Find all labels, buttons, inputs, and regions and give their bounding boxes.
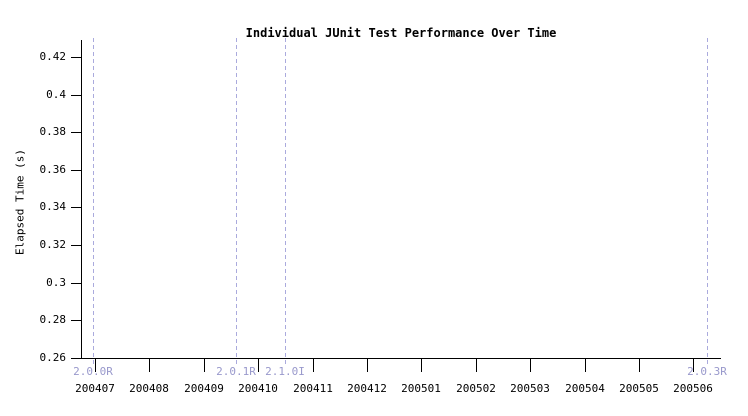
chart-title: Individual JUnit Test Performance Over T…	[245, 26, 557, 40]
x-tick-mark	[476, 358, 477, 372]
y-tick-mark	[71, 320, 81, 321]
x-tick-mark	[149, 358, 150, 372]
x-tick-mark	[95, 358, 96, 372]
version-marker-label: 2.0.0R	[73, 365, 113, 378]
version-marker-line	[285, 38, 286, 366]
y-tick-label: 0.26	[39, 351, 67, 364]
version-marker-label: 2.0.3R	[687, 365, 727, 378]
y-tick-label: 0.4	[46, 88, 66, 101]
x-tick-label: 200408	[129, 382, 169, 395]
y-tick-mark	[71, 95, 81, 96]
y-tick-label: 0.36	[39, 163, 67, 176]
x-tick-label: 200407	[75, 382, 115, 395]
version-marker-label: 2.1.0I	[265, 365, 305, 378]
version-marker-label: 2.0.1R	[216, 365, 256, 378]
y-tick-label: 0.38	[39, 125, 67, 138]
version-marker-line	[707, 38, 708, 366]
y-tick-mark	[71, 57, 81, 58]
x-tick-mark	[313, 358, 314, 372]
y-tick-mark	[71, 283, 81, 284]
y-tick-label: 0.34	[39, 200, 67, 213]
y-tick-mark	[71, 358, 81, 359]
y-tick-label: 0.32	[39, 238, 67, 251]
x-tick-mark	[530, 358, 531, 372]
x-tick-label: 200503	[510, 382, 550, 395]
x-tick-mark	[639, 358, 640, 372]
version-marker-line	[93, 38, 94, 366]
y-tick-label: 0.42	[39, 50, 67, 63]
x-tick-label: 200505	[619, 382, 659, 395]
y-tick-mark	[71, 245, 81, 246]
x-tick-label: 200412	[347, 382, 387, 395]
x-tick-mark	[367, 358, 368, 372]
x-axis-line	[81, 358, 721, 359]
version-marker-line	[236, 38, 237, 366]
x-tick-mark	[421, 358, 422, 372]
x-tick-mark	[204, 358, 205, 372]
y-tick-label: 0.28	[39, 313, 67, 326]
x-tick-label: 200410	[238, 382, 278, 395]
y-axis-line	[81, 40, 82, 359]
x-tick-mark	[693, 358, 694, 372]
x-tick-label: 200502	[456, 382, 496, 395]
x-tick-label: 200411	[293, 382, 333, 395]
y-tick-mark	[71, 170, 81, 171]
y-tick-label: 0.3	[46, 276, 66, 289]
x-tick-label: 200504	[565, 382, 605, 395]
y-tick-mark	[71, 207, 81, 208]
x-tick-label: 200501	[401, 382, 441, 395]
x-tick-mark	[585, 358, 586, 372]
x-tick-label: 200409	[184, 382, 224, 395]
x-tick-mark	[258, 358, 259, 372]
y-tick-mark	[71, 132, 81, 133]
x-tick-label: 200506	[673, 382, 713, 395]
